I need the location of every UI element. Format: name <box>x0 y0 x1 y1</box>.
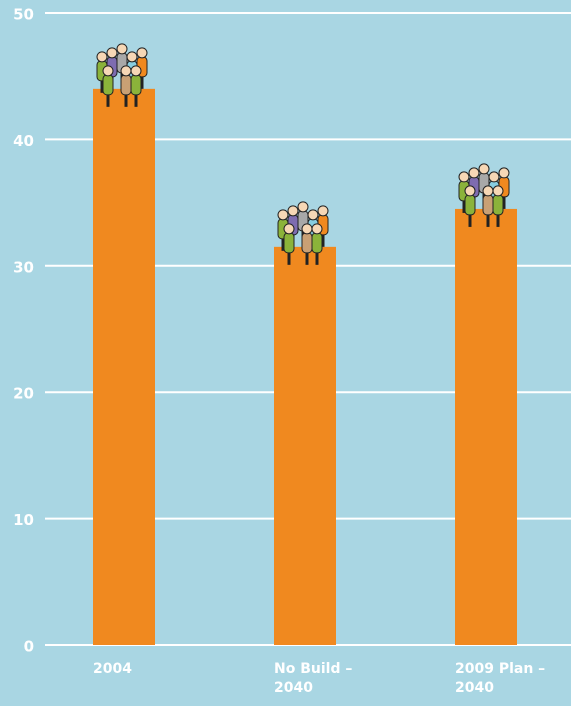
people-icon <box>96 43 148 107</box>
people-head <box>498 167 510 179</box>
people-body <box>464 194 476 216</box>
people-body <box>301 232 313 254</box>
x-tick-label: No Build – 2040 <box>274 661 353 696</box>
people-head <box>311 223 323 235</box>
people-icon <box>277 201 329 265</box>
people-head <box>130 65 142 77</box>
people-head <box>120 65 132 77</box>
people-icon <box>458 163 510 227</box>
y-tick-label: 30 <box>13 258 34 276</box>
people-head <box>136 47 148 59</box>
people-head <box>287 205 299 217</box>
bar <box>274 246 336 645</box>
y-tick-label: 10 <box>13 511 34 529</box>
x-tick-label: 2004 <box>93 661 132 677</box>
people-body <box>102 74 114 96</box>
people-head <box>126 51 138 63</box>
people-head <box>277 209 289 221</box>
people-head <box>301 223 313 235</box>
y-tick-label: 40 <box>13 132 34 150</box>
people-head <box>482 185 494 197</box>
people-head <box>283 223 295 235</box>
people-body <box>283 232 295 254</box>
people-head <box>488 171 500 183</box>
people-head <box>492 185 504 197</box>
bar <box>455 208 517 646</box>
y-tick-label: 0 <box>24 638 34 656</box>
people-head <box>317 205 329 217</box>
people-head <box>297 201 309 213</box>
people-body <box>482 194 494 216</box>
x-tick-label: 2009 Plan – 2040 <box>455 661 546 696</box>
people-head <box>96 51 108 63</box>
people-head <box>307 209 319 221</box>
people-head <box>106 47 118 59</box>
bar <box>93 88 155 646</box>
y-tick-label: 20 <box>13 385 34 403</box>
people-head <box>102 65 114 77</box>
people-head <box>478 163 490 175</box>
people-body <box>120 74 132 96</box>
people-body <box>492 194 504 216</box>
people-head <box>116 43 128 55</box>
people-head <box>458 171 470 183</box>
people-head <box>468 167 480 179</box>
people-body <box>311 232 323 254</box>
people-head <box>464 185 476 197</box>
y-tick-label: 50 <box>13 6 34 24</box>
people-body <box>130 74 142 96</box>
